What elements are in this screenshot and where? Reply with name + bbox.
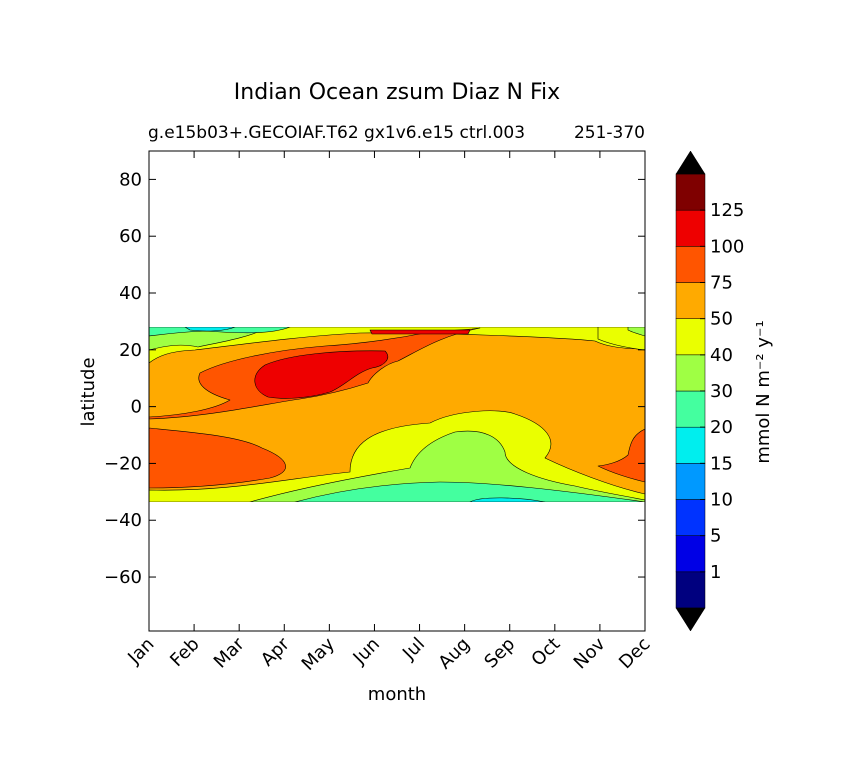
y-tick-label: 80 bbox=[119, 169, 142, 190]
x-tick-label: Jul bbox=[398, 634, 429, 665]
chart-subtitle-range: 251-370 bbox=[574, 123, 645, 143]
colorbar-under-arrow bbox=[675, 607, 706, 632]
colorbar-swatch bbox=[675, 535, 706, 573]
colorbar-swatch bbox=[675, 209, 706, 247]
contour-south-left-75-100 bbox=[149, 427, 286, 489]
y-tick-label: 20 bbox=[119, 340, 142, 361]
contour-north-100-125 bbox=[254, 350, 389, 399]
x-axis-label: month bbox=[368, 684, 426, 705]
colorbar-tick-label: 75 bbox=[710, 273, 733, 294]
colorbar-tick-label: 20 bbox=[710, 417, 733, 438]
colorbar-tick-label: 125 bbox=[710, 200, 744, 221]
colorbar-swatch bbox=[675, 390, 706, 428]
colorbar-swatch bbox=[675, 426, 706, 464]
colorbar-label: mmol N m⁻² y⁻¹ bbox=[753, 320, 774, 463]
contour-south-20-30 bbox=[294, 481, 645, 502]
colorbar-swatch bbox=[675, 282, 706, 319]
x-tick-label: Nov bbox=[570, 633, 610, 673]
y-tick-label: −20 bbox=[104, 453, 142, 474]
x-tick-label: Jun bbox=[349, 634, 384, 669]
colorbar-tick-label: 5 bbox=[710, 526, 721, 547]
y-tick-label: −60 bbox=[104, 567, 142, 588]
x-tick-label: Oct bbox=[527, 634, 564, 671]
colorbar-tick-label: 40 bbox=[710, 345, 733, 366]
x-tick-label: Feb bbox=[166, 634, 203, 671]
x-tick-label: Jan bbox=[123, 634, 158, 669]
x-tick-label: Sep bbox=[480, 634, 519, 673]
y-axis-label: latitude bbox=[78, 357, 99, 426]
contour-fill bbox=[149, 327, 645, 502]
y-tick-label: −40 bbox=[104, 510, 142, 531]
y-tick-label: 0 bbox=[131, 397, 142, 418]
colorbar-swatch bbox=[675, 318, 706, 356]
colorbar-swatch bbox=[675, 354, 706, 392]
colorbar-tick-label: 50 bbox=[710, 309, 733, 330]
colorbar-swatch bbox=[675, 463, 706, 500]
colorbar-swatch bbox=[675, 173, 706, 211]
colorbar-tick-label: 1 bbox=[710, 562, 721, 583]
x-tick-label: Aug bbox=[434, 634, 474, 674]
colorbar-tick-label: 10 bbox=[710, 490, 733, 511]
plot-frame bbox=[148, 150, 646, 632]
contour-south-30-40 bbox=[249, 430, 645, 502]
x-tick-label: Apr bbox=[257, 633, 294, 670]
x-tick-label: May bbox=[298, 633, 339, 674]
contour-south-right-75-100 bbox=[597, 428, 645, 483]
x-tick-label: Dec bbox=[615, 634, 654, 673]
chart-subtitle: g.e15b03+.GECOIAF.T62 gx1v6.e15 ctrl.003 bbox=[148, 123, 525, 143]
colorbar-tick-label: 15 bbox=[710, 453, 733, 474]
contour-south-15-20 bbox=[469, 497, 546, 502]
plot-area bbox=[149, 151, 645, 631]
contour-top-strip-100-125 bbox=[369, 329, 471, 335]
colorbar-tick-label: 100 bbox=[710, 236, 744, 257]
y-axis: 80 60 40 20 0 −20 −40 −60 bbox=[104, 169, 645, 588]
contour-top-15-20 bbox=[184, 327, 236, 332]
x-tick-label: Mar bbox=[210, 633, 249, 672]
colorbar-over-arrow bbox=[675, 150, 706, 175]
colorbar-swatch bbox=[675, 246, 706, 283]
y-tick-label: 60 bbox=[119, 226, 142, 247]
colorbar-tick-label: 30 bbox=[710, 381, 733, 402]
colorbar-swatch bbox=[675, 499, 706, 536]
chart-title: Indian Ocean zsum Diaz N Fix bbox=[234, 80, 560, 105]
colorbar-swatch bbox=[675, 571, 706, 609]
y-tick-label: 40 bbox=[119, 283, 142, 304]
